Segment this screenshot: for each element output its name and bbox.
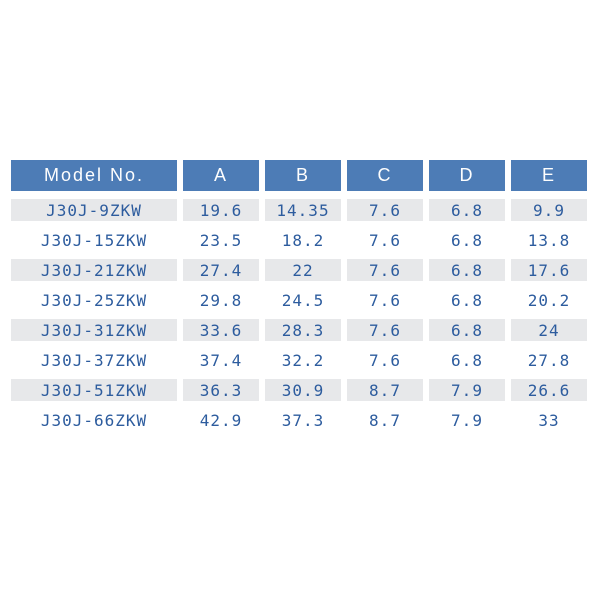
- table-row: J30J-31ZKW 33.6 28.3 7.6 6.8 24: [11, 319, 587, 341]
- table-row: J30J-25ZKW 29.8 24.5 7.6 6.8 20.2: [11, 289, 587, 311]
- value-cell: 7.6: [347, 259, 423, 281]
- column-header-e: E: [511, 160, 587, 191]
- value-cell: 7.6: [369, 350, 401, 370]
- header-row: Model No. A B C D E: [11, 160, 587, 191]
- table-row: J30J-37ZKW 37.4 32.2 7.6 6.8 27.8: [11, 349, 587, 371]
- value-cell: 20.2: [527, 290, 571, 310]
- value-cell: 6.8: [429, 199, 505, 221]
- value-cell: 28.3: [265, 319, 341, 341]
- value-cell: 18.2: [281, 230, 325, 250]
- model-cell: J30J-21ZKW: [11, 259, 177, 281]
- value-cell: 7.9: [429, 379, 505, 401]
- value-cell: 36.3: [183, 379, 259, 401]
- value-cell: 37.4: [199, 350, 243, 370]
- column-header-model-no: Model No.: [11, 160, 177, 191]
- column-header-b: B: [265, 160, 341, 191]
- value-cell: 24: [511, 319, 587, 341]
- value-cell: 9.9: [511, 199, 587, 221]
- value-cell: 7.6: [347, 199, 423, 221]
- table-row: J30J-51ZKW 36.3 30.9 8.7 7.9 26.6: [11, 379, 587, 401]
- value-cell: 27.4: [183, 259, 259, 281]
- value-cell: 7.6: [369, 290, 401, 310]
- table-body: J30J-9ZKW 19.6 14.35 7.6 6.8 9.9 J30J-15ZKW 23.…: [11, 199, 587, 431]
- column-header-c: C: [347, 160, 423, 191]
- value-cell: 37.3: [281, 410, 325, 430]
- value-cell: 6.8: [451, 290, 483, 310]
- value-cell: 6.8: [451, 230, 483, 250]
- model-cell: J30J-9ZKW: [11, 199, 177, 221]
- value-cell: 7.6: [347, 319, 423, 341]
- value-cell: 17.6: [511, 259, 587, 281]
- value-cell: 6.8: [429, 259, 505, 281]
- value-cell: 24.5: [281, 290, 325, 310]
- table-row: J30J-15ZKW 23.5 18.2 7.6 6.8 13.8: [11, 229, 587, 251]
- spec-table: Model No. A B C D E J30J-9ZKW 19.6 14.35 7.6 6.8 9…: [5, 152, 593, 439]
- value-cell: 33.6: [183, 319, 259, 341]
- value-cell: 42.9: [199, 410, 243, 430]
- value-cell: 29.8: [199, 290, 243, 310]
- table-row: J30J-21ZKW 27.4 22 7.6 6.8 17.6: [11, 259, 587, 281]
- value-cell: 7.6: [369, 230, 401, 250]
- value-cell: 14.35: [265, 199, 341, 221]
- value-cell: 26.6: [511, 379, 587, 401]
- table-row: J30J-66ZKW 42.9 37.3 8.7 7.9 33: [11, 409, 587, 431]
- model-cell: J30J-25ZKW: [40, 290, 148, 310]
- model-cell: J30J-15ZKW: [40, 230, 148, 250]
- model-cell: J30J-31ZKW: [11, 319, 177, 341]
- column-header-d: D: [429, 160, 505, 191]
- model-cell: J30J-37ZKW: [40, 350, 148, 370]
- value-cell: 6.8: [429, 319, 505, 341]
- value-cell: 33: [538, 410, 560, 430]
- value-cell: 8.7: [347, 379, 423, 401]
- model-cell: J30J-51ZKW: [11, 379, 177, 401]
- table-row: J30J-9ZKW 19.6 14.35 7.6 6.8 9.9: [11, 199, 587, 221]
- value-cell: 23.5: [199, 230, 243, 250]
- value-cell: 22: [265, 259, 341, 281]
- value-cell: 7.9: [451, 410, 483, 430]
- value-cell: 30.9: [265, 379, 341, 401]
- value-cell: 32.2: [281, 350, 325, 370]
- value-cell: 13.8: [527, 230, 571, 250]
- model-cell: J30J-66ZKW: [40, 410, 148, 430]
- column-header-a: A: [183, 160, 259, 191]
- value-cell: 19.6: [183, 199, 259, 221]
- value-cell: 8.7: [369, 410, 401, 430]
- value-cell: 27.8: [527, 350, 571, 370]
- value-cell: 6.8: [451, 350, 483, 370]
- table-header: Model No. A B C D E: [11, 160, 587, 191]
